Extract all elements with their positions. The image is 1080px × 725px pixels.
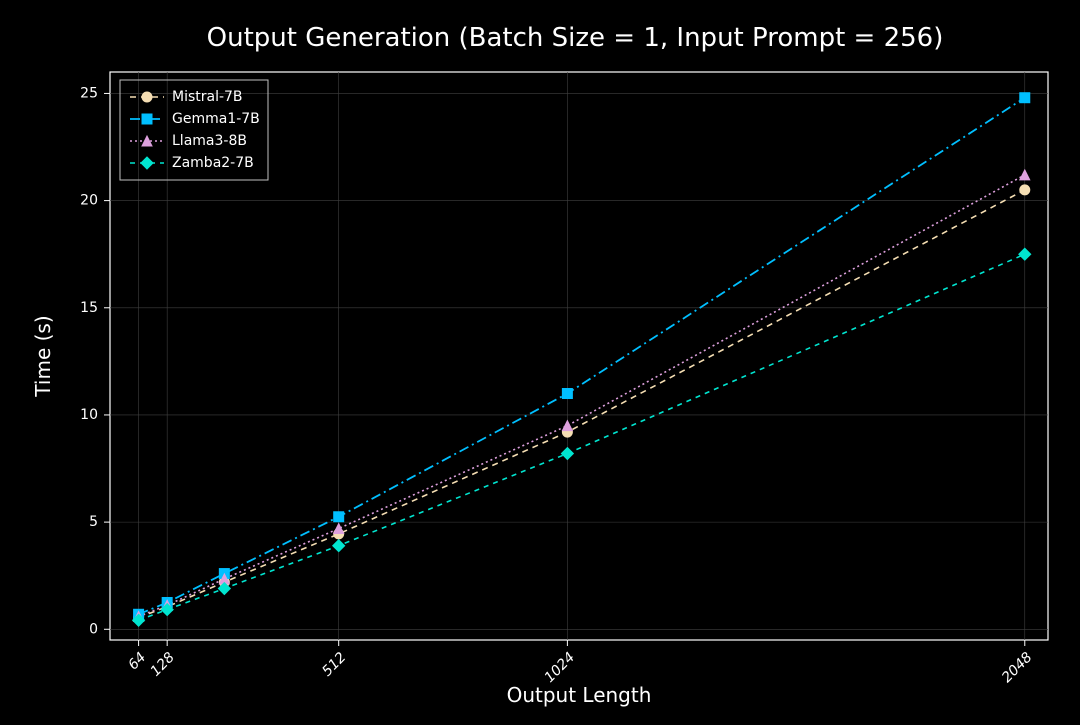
legend-marker <box>142 114 152 124</box>
chart-title: Output Generation (Batch Size = 1, Input… <box>207 23 944 53</box>
y-tick-label: 20 <box>80 193 98 209</box>
chart-svg: Output Generation (Batch Size = 1, Input… <box>0 0 1080 725</box>
legend-marker <box>142 92 152 102</box>
legend-label: Llama3-8B <box>172 133 247 149</box>
y-tick-label: 10 <box>80 407 98 423</box>
legend-label: Gemma1-7B <box>172 111 260 127</box>
y-tick-label: 25 <box>80 85 98 101</box>
y-tick-label: 5 <box>89 514 98 530</box>
data-point <box>334 512 344 522</box>
y-axis-label: Time (s) <box>31 315 55 397</box>
data-point <box>1020 185 1030 195</box>
x-axis-label: Output Length <box>507 683 652 707</box>
y-tick-label: 0 <box>89 621 98 637</box>
legend-label: Mistral-7B <box>172 89 243 105</box>
chart-container: Output Generation (Batch Size = 1, Input… <box>0 0 1080 725</box>
data-point <box>562 389 572 399</box>
data-point <box>1020 93 1030 103</box>
legend: Mistral-7B Gemma1-7B Llama3-8B Zamba2-7B <box>120 80 268 180</box>
legend-label: Zamba2-7B <box>172 155 254 171</box>
y-tick-label: 15 <box>80 300 98 316</box>
